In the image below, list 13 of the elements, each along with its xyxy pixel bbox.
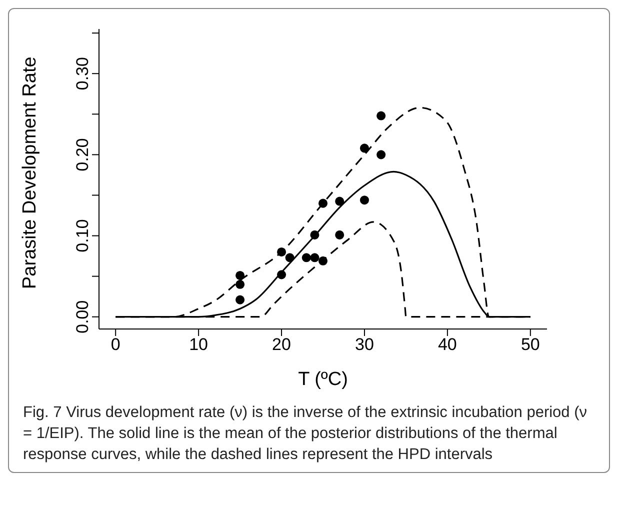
x-tick-label: 30	[355, 335, 374, 354]
y-tick-label: 0.20	[73, 138, 92, 172]
y-tick-label: 0.30	[73, 57, 92, 90]
x-tick-label: 10	[189, 335, 208, 354]
x-tick-label: 0	[110, 335, 120, 354]
y-tick-label: 0.00	[73, 300, 92, 334]
x-axis-title: T (ºC)	[298, 369, 348, 390]
x-tick-label: 20	[272, 335, 291, 354]
y-tick-label: 0.10	[73, 219, 92, 252]
y-axis-title: Parasite Development Rate	[20, 56, 41, 289]
x-tick-label: 50	[520, 335, 540, 354]
caption: Fig. 7 Virus development rate (ν) is the inverse of the extrinsic incubation period (ν = 1/EIP). The solid line is the mean of the posterior distributions of the thermal response curves, while the dashed lines represent the HPD intervals	[23, 403, 588, 465]
x-tick-label: 40	[438, 335, 457, 354]
